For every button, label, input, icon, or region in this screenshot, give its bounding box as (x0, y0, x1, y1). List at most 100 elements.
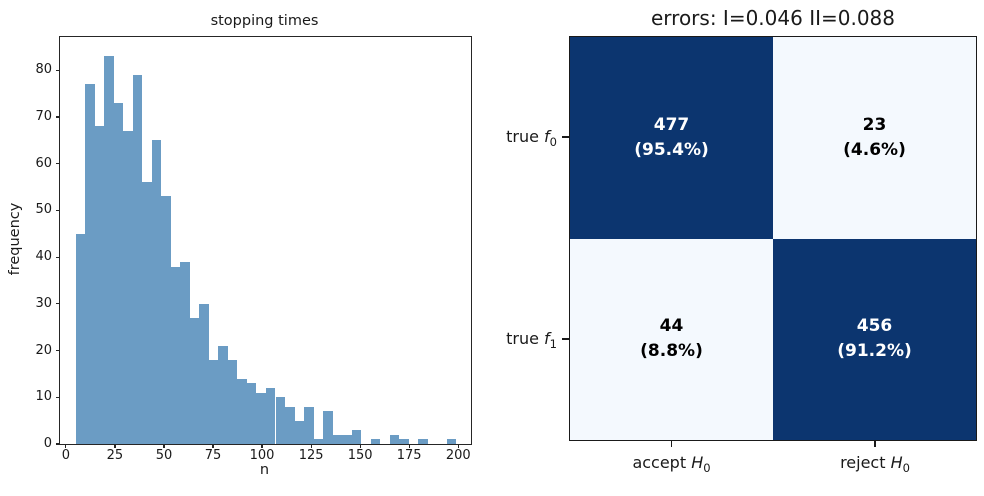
x-axis-tick-label: 50 (155, 448, 173, 463)
math-variable: f (544, 127, 550, 146)
cell-percentage: (4.6%) (843, 139, 906, 160)
y-axis-tick (56, 163, 60, 165)
x-axis-tick (310, 444, 312, 448)
cell-percentage: (8.8%) (640, 341, 703, 362)
x-axis-tick (359, 444, 361, 448)
x-axis-tick (408, 444, 410, 448)
histogram-bar (123, 131, 133, 444)
confusion-matrix-title: errors: I=0.046 II=0.088 (650, 6, 895, 30)
histogram-bar (323, 411, 333, 444)
x-axis-tick-label: 0 (61, 448, 71, 463)
math-variable: H (890, 453, 903, 472)
histogram-bar (85, 84, 95, 444)
confusion-matrix-cell-r1c0: 44 (8.8%) (570, 238, 773, 440)
histogram-bar (142, 182, 152, 444)
histogram-bar (285, 406, 295, 444)
confusion-matrix-row-label-1: true f1 (506, 329, 557, 352)
histogram-bar (227, 359, 238, 444)
histogram-bar (237, 378, 247, 444)
histogram-bar (313, 439, 324, 444)
histogram-bar (199, 303, 209, 444)
x-axis-tick (457, 444, 459, 448)
histogram-bar (294, 420, 305, 444)
y-axis-tick-label: 80 (35, 62, 52, 78)
histogram-bar (265, 387, 276, 444)
histogram-bar (370, 439, 381, 444)
confusion-matrix-col-label-0: accept H0 (632, 453, 711, 476)
histogram-bar (389, 434, 400, 444)
histogram-bar (132, 75, 143, 444)
math-subscript: 1 (549, 337, 557, 352)
y-axis-tick-label: 10 (35, 389, 52, 405)
histogram-bar (446, 439, 457, 444)
confusion-matrix-cell-r0c0: 477 (95.4%) (570, 37, 773, 239)
cell-count: 23 (862, 114, 887, 135)
y-axis-tick-label: 30 (35, 295, 52, 311)
histogram-bar (332, 434, 343, 444)
math-variable: f (544, 329, 550, 348)
confusion-matrix-row-tick (562, 136, 569, 138)
histogram-bar (351, 430, 362, 444)
y-axis-tick-label: 70 (35, 109, 52, 125)
math-variable: H (691, 453, 704, 472)
y-axis-tick (56, 256, 60, 258)
x-axis-tick-label: 200 (445, 448, 471, 463)
y-axis-tick (56, 69, 60, 71)
y-axis-tick (56, 116, 60, 118)
cell-count: 44 (659, 316, 684, 337)
y-axis-tick (56, 303, 60, 305)
histogram-x-axis-label: n (259, 462, 270, 478)
histogram-bar (208, 359, 219, 444)
confusion-matrix-col-label-1: reject H0 (840, 453, 910, 476)
x-axis-tick-label: 125 (298, 448, 324, 463)
x-axis-tick (163, 444, 165, 448)
histogram-bar (189, 317, 200, 444)
x-axis-tick (114, 444, 116, 448)
confusion-matrix-col-tick (670, 441, 673, 447)
histogram-bar (418, 439, 428, 444)
histogram-bar (256, 392, 266, 444)
histogram-bar (104, 56, 114, 444)
histogram-bar (113, 103, 124, 444)
x-axis-tick (65, 444, 67, 448)
x-axis-tick (261, 444, 263, 448)
confusion-matrix-cell-r1c1: 456 (91.2%) (773, 238, 976, 440)
math-subscript: 0 (549, 135, 557, 150)
histogram-bar (161, 196, 171, 444)
histogram-y-axis-label: frequency (7, 202, 23, 276)
histogram-bar (246, 383, 257, 444)
math-subscript: 0 (902, 461, 910, 476)
y-axis-tick (56, 349, 60, 352)
histogram-plot-area: 0 25 50 75 100 125 150 175 200 0 10 20 30 40 50 60 70 80 (35, 36, 472, 463)
confusion-matrix-col-tick (874, 441, 876, 447)
math-subscript: 0 (703, 461, 711, 476)
x-axis-tick (212, 444, 214, 448)
x-axis-tick-label: 100 (249, 448, 275, 463)
histogram-bar (94, 126, 105, 444)
x-axis-tick-label: 150 (347, 448, 373, 463)
histogram-bar (180, 261, 190, 444)
confusion-matrix-row-tick (562, 338, 569, 340)
y-axis-tick (56, 443, 60, 445)
cell-percentage: (95.4%) (634, 139, 709, 160)
y-axis-tick-label: 40 (35, 249, 52, 265)
confusion-matrix-cell-r0c1: 23 (4.6%) (773, 37, 976, 239)
x-axis-tick-label: 75 (204, 448, 222, 463)
y-axis-tick-label: 0 (43, 436, 52, 451)
y-axis-tick-label: 50 (35, 202, 52, 218)
x-axis-tick-label: 175 (396, 448, 422, 463)
x-axis-tick-label: 25 (106, 448, 124, 463)
histogram-bar (399, 439, 409, 444)
cell-count: 477 (653, 114, 690, 135)
cell-count: 456 (856, 316, 893, 337)
histogram-bar (170, 266, 181, 444)
histogram-bar (151, 140, 162, 444)
histogram-bar (275, 397, 285, 444)
histogram-bar (304, 406, 314, 444)
y-axis-tick (56, 209, 60, 212)
histogram-bar (342, 434, 352, 444)
histogram-bar (75, 233, 86, 444)
y-axis-tick-label: 20 (35, 342, 52, 358)
y-axis-tick-label: 60 (35, 155, 52, 171)
